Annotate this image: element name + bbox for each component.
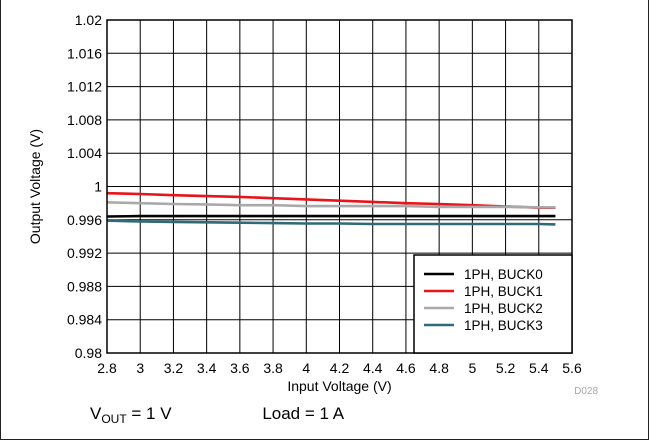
- figure-id: D028: [574, 386, 598, 397]
- y-tick-label: 1.016: [67, 45, 102, 61]
- x-tick-label: 4.4: [363, 360, 383, 376]
- y-tick-label: 0.996: [67, 212, 102, 228]
- y-axis-title: Output Voltage (V): [27, 129, 43, 244]
- y-tick-label: 1.02: [75, 12, 102, 28]
- x-tick-label: 3.2: [164, 360, 184, 376]
- y-tick-label: 1.012: [67, 79, 102, 95]
- y-tick-label: 0.988: [67, 278, 102, 294]
- y-tick-label: 0.992: [67, 245, 102, 261]
- y-tick-label: 1.004: [67, 145, 102, 161]
- vout-subscript: OUT: [101, 412, 127, 426]
- plot-area-border: [106, 19, 573, 354]
- series-line-2: [106, 201, 556, 209]
- x-tick-label: 3.6: [230, 360, 250, 376]
- x-tick-label: 3.8: [263, 360, 283, 376]
- chart-legend: 1PH, BUCK0 1PH, BUCK1 1PH, BUCK2 1PH, BUCK3: [413, 254, 573, 354]
- x-tick-label: 3: [136, 360, 144, 376]
- legend-label: 1PH, BUCK0: [464, 267, 543, 282]
- series-line-3: [106, 219, 556, 226]
- y-tick-label: 1: [94, 179, 102, 195]
- x-tick-label: 5.4: [529, 360, 549, 376]
- y-tick-label: 0.98: [75, 345, 102, 361]
- test-conditions: VOUT = 1 V Load = 1 A: [90, 404, 344, 426]
- load-condition: Load = 1 A: [262, 404, 345, 423]
- y-tick-label: 1.008: [67, 112, 102, 128]
- x-axis-title: Input Voltage (V): [287, 378, 391, 394]
- vout-symbol: V: [90, 404, 102, 423]
- line-chart: 2.8 3 3.2 3.4 3.6 3.8 4 4.2 4.4 4.6 4.8 5 5.2 5.4 5.6 …: [27, 12, 598, 397]
- x-tick-label: 5.6: [562, 360, 582, 376]
- x-axis-tick-labels: 2.8 3 3.2 3.4 3.6 3.8 4 4.2 4.4 4.6 4.8 5 5.2 5.4 5.6: [97, 360, 582, 376]
- x-tick-label: 3.4: [197, 360, 217, 376]
- x-tick-label: 4: [302, 360, 310, 376]
- x-tick-label: 2.8: [97, 360, 117, 376]
- y-tick-label: 0.984: [67, 312, 102, 328]
- x-tick-label: 4.6: [396, 360, 416, 376]
- chart-series: [106, 191, 556, 226]
- x-tick-label: 4.2: [330, 360, 350, 376]
- x-tick-label: 5: [468, 360, 476, 376]
- legend-label: 1PH, BUCK2: [464, 301, 543, 316]
- vout-condition: VOUT = 1 V: [90, 404, 172, 426]
- x-tick-label: 5.2: [496, 360, 516, 376]
- legend-label: 1PH, BUCK3: [464, 318, 543, 333]
- x-tick-label: 4.8: [429, 360, 449, 376]
- y-axis-tick-labels: 0.98 0.984 0.988 0.992 0.996 1 1.004 1.008 1.012…: [67, 12, 102, 361]
- vout-value: = 1 V: [126, 404, 172, 423]
- legend-label: 1PH, BUCK1: [464, 284, 543, 299]
- legend-box: [413, 254, 573, 354]
